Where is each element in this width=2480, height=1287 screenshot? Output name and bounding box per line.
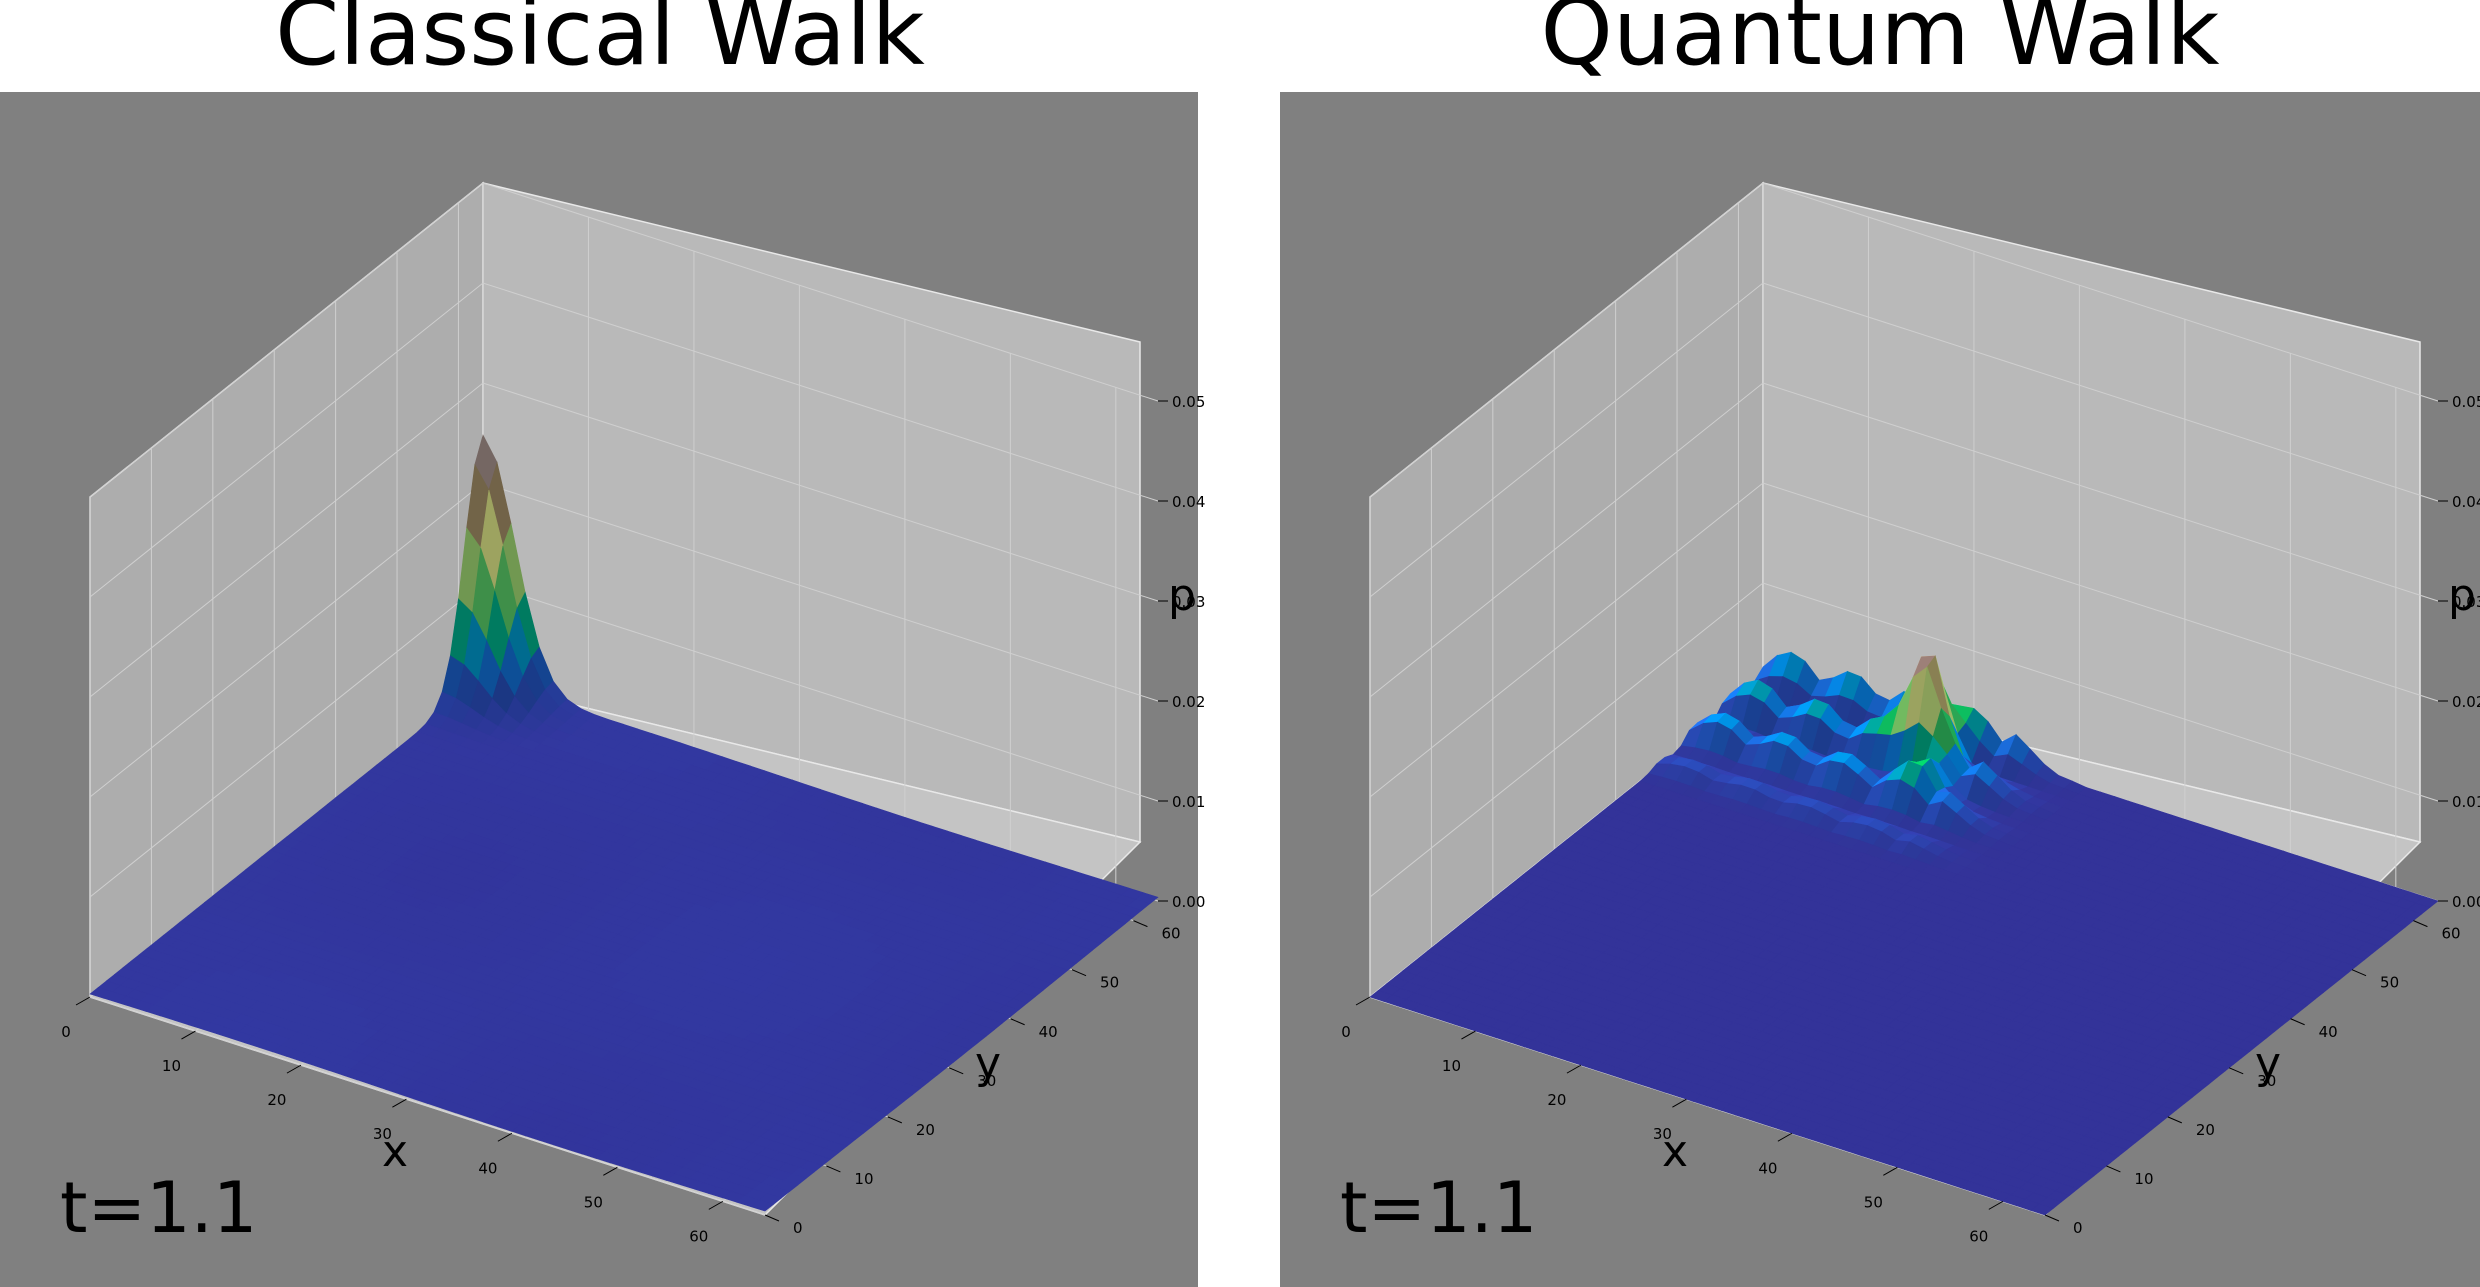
- y-tick-label: 60: [2441, 925, 2460, 943]
- y-tick-label: 40: [1039, 1023, 1058, 1041]
- x-axis-label: x: [1662, 1126, 1688, 1177]
- surface-patch: [750, 1199, 774, 1212]
- z-tick-label: 0.05: [1172, 393, 1205, 411]
- z-tick-label: 0.04: [2452, 493, 2480, 511]
- y-tick-label: 0: [2073, 1219, 2083, 1237]
- y-tick-mark: [887, 1116, 903, 1124]
- x-tick-label: 10: [1442, 1057, 1461, 1075]
- z-axis-label: p: [2448, 570, 2476, 621]
- z-axis-label: p: [1168, 570, 1196, 621]
- x-tick-mark: [392, 1098, 407, 1108]
- z-tick-label: 0.03: [1172, 593, 1205, 611]
- y-tick-mark: [826, 1165, 841, 1173]
- x-tick-label: 0: [61, 1023, 71, 1041]
- x-tick-label: 0: [1341, 1023, 1351, 1041]
- y-tick-mark: [764, 1214, 780, 1222]
- chart-panel-right: 010203040506001020304050600.000.010.020.…: [1280, 92, 2480, 1287]
- x-tick-mark: [286, 1064, 302, 1074]
- x-tick-label: 10: [162, 1057, 181, 1075]
- y-tick-label: 50: [1100, 974, 1119, 992]
- y-tick-label: 50: [2380, 974, 2399, 992]
- y-tick-label: 60: [1161, 925, 1180, 943]
- y-axis-label: y: [2255, 1038, 2281, 1089]
- z-tick-label: 0.02: [1172, 693, 1205, 711]
- x-tick-label: 50: [1864, 1193, 1883, 1211]
- chart-panel-left: 0 10 20 30 40 50 60 0 10 20 30 40 50 60 0.00 0.01 0.02 0.…: [0, 92, 1205, 1287]
- time-label: t=1.1: [1340, 1167, 1537, 1249]
- y-tick-mark: [1071, 969, 1087, 977]
- x-tick-label: 30: [373, 1125, 392, 1143]
- y-tick-mark: [949, 1067, 964, 1075]
- y-tick-label: 20: [916, 1121, 935, 1139]
- x-tick-label: 50: [584, 1193, 603, 1211]
- surface: [1369, 651, 2439, 1216]
- x-tick-mark: [75, 996, 91, 1006]
- y-axis-label: y: [975, 1038, 1001, 1089]
- x-tick-label: 60: [1969, 1227, 1988, 1245]
- left-panel-title: Classical Walk: [275, 0, 925, 86]
- x-tick-label: 40: [1758, 1159, 1777, 1177]
- z-tick-label: 0.02: [2452, 693, 2480, 711]
- x-tick-label: 20: [1547, 1091, 1566, 1109]
- x-tick-mark: [181, 1030, 196, 1040]
- x-tick-mark: [603, 1166, 618, 1176]
- x-axis-label: x: [382, 1126, 408, 1177]
- y-tick-mark: [1010, 1018, 1025, 1026]
- z-tick-label: 0.04: [1172, 493, 1205, 511]
- z-tick-label: 0.05: [2452, 393, 2480, 411]
- y-tick-label: 30: [977, 1072, 996, 1090]
- y-tick-mark: [1133, 920, 1148, 928]
- surface: [89, 434, 1159, 1212]
- x-tick-label: 60: [689, 1227, 708, 1245]
- time-label: t=1.1: [60, 1167, 257, 1249]
- x-tick-mark: [497, 1132, 513, 1142]
- x-tick-label: 40: [478, 1159, 497, 1177]
- z-tick-label: 0.01: [1172, 793, 1205, 811]
- x-tick-mark: [708, 1200, 724, 1210]
- z-tick-label: 0.00: [2452, 893, 2480, 911]
- y-tick-label: 10: [854, 1170, 873, 1188]
- z-tick-label: 0.01: [2452, 793, 2480, 811]
- y-tick-label: 10: [2134, 1170, 2153, 1188]
- right-panel-title: Quantum Walk: [1540, 0, 2220, 86]
- z-tick-label: 0.00: [1172, 893, 1205, 911]
- y-tick-label: 0: [793, 1219, 803, 1237]
- y-tick-label: 20: [2196, 1121, 2215, 1139]
- y-tick-label: 40: [2319, 1023, 2338, 1041]
- x-tick-label: 20: [267, 1091, 286, 1109]
